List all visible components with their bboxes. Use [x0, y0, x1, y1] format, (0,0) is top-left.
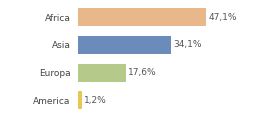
Bar	[78, 64, 126, 82]
Bar	[78, 8, 206, 26]
Text: 1,2%: 1,2%	[84, 96, 107, 105]
Text: 17,6%: 17,6%	[128, 68, 157, 77]
Text: 47,1%: 47,1%	[208, 13, 237, 22]
Text: 34,1%: 34,1%	[173, 41, 202, 49]
Bar	[78, 36, 171, 54]
Bar	[78, 91, 82, 109]
